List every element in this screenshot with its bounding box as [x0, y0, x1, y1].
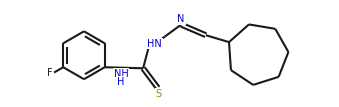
Text: HN: HN: [147, 39, 162, 49]
Text: H: H: [117, 77, 125, 87]
Text: N: N: [177, 14, 185, 24]
Text: F: F: [47, 68, 52, 77]
Text: NH: NH: [114, 69, 128, 79]
Text: S: S: [156, 89, 162, 99]
